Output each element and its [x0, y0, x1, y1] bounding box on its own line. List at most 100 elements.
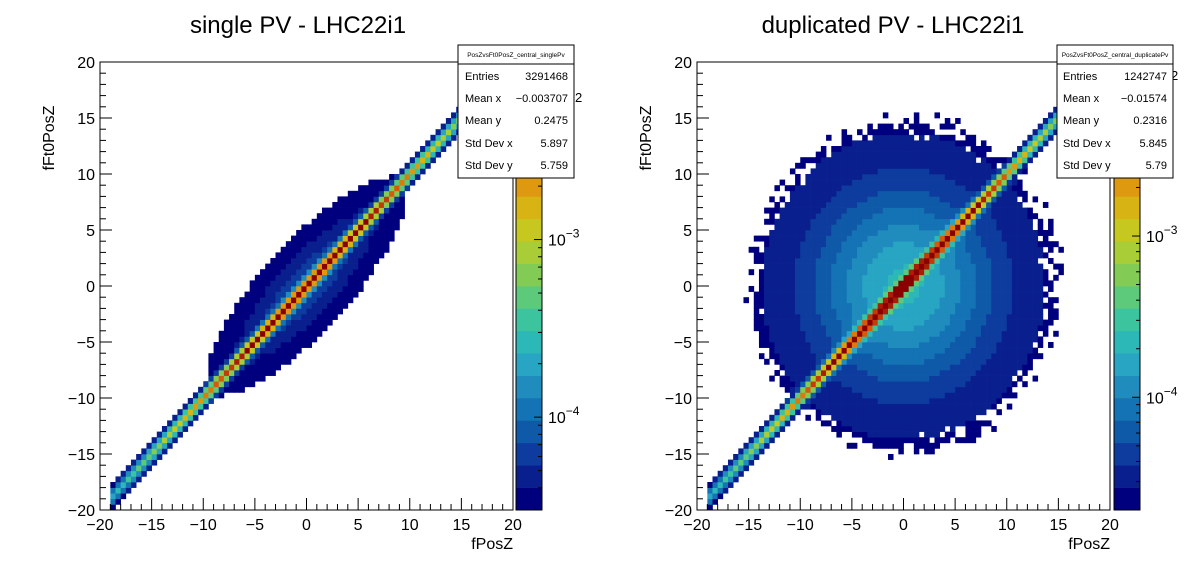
colorbar-bin [516, 286, 542, 309]
heatmap-cell [975, 364, 982, 371]
x-tick-label: −15 [138, 517, 165, 534]
heatmap-cell [130, 482, 137, 488]
heatmap-cell [862, 308, 868, 315]
heatmap-cell [368, 213, 374, 220]
heatmap-cell [172, 431, 178, 438]
heatmap-cell [970, 146, 977, 152]
heatmap-cell [851, 370, 858, 376]
heatmap-cell [321, 286, 328, 292]
colorbar-bin [516, 375, 542, 399]
heatmap-cell [857, 168, 863, 175]
heatmap-cell [970, 291, 977, 298]
heatmap-cell [857, 241, 863, 248]
heatmap-cell [1027, 280, 1033, 287]
heatmap-cell [851, 414, 858, 421]
heatmap-cell [203, 392, 209, 399]
heatmap-cell [285, 286, 292, 292]
heatmap-cell [924, 297, 930, 304]
heatmap-cell [986, 196, 992, 203]
heatmap-cell [862, 269, 868, 276]
heatmap-cell [965, 207, 971, 214]
heatmap-cell [810, 302, 817, 309]
heatmap-cell [1032, 286, 1039, 292]
heatmap-cell [970, 230, 977, 236]
heatmap-cell [965, 353, 971, 360]
heatmap-cell [841, 134, 848, 141]
heatmap-cell [836, 375, 842, 382]
heatmap-cell [769, 347, 775, 354]
heatmap-cell [430, 151, 436, 158]
heatmap-cell [311, 274, 318, 281]
heatmap-cell [337, 207, 343, 214]
heatmap-cell [908, 157, 915, 164]
heatmap-cell [908, 168, 915, 175]
heatmap-cell [913, 381, 920, 388]
heatmap-cell [888, 230, 894, 236]
heatmap-cell [898, 246, 904, 253]
heatmap-cell [882, 140, 889, 147]
heatmap-cell [399, 168, 405, 175]
heatmap-cell [955, 185, 961, 192]
heatmap-cell [316, 308, 323, 315]
heatmap-cell [857, 409, 863, 416]
heatmap-cell [918, 297, 925, 304]
heatmap-cell [944, 420, 951, 427]
heatmap-cell [352, 263, 359, 270]
heatmap-cell [955, 218, 961, 225]
heatmap-cell [249, 280, 256, 287]
heatmap-cell [939, 207, 946, 214]
heatmap-cell [327, 213, 333, 220]
heatmap-cell [795, 162, 801, 169]
heatmap-cell [980, 196, 987, 203]
heatmap-cell [1006, 196, 1013, 203]
colorbar-bin [516, 330, 542, 354]
heatmap-cell [805, 314, 811, 320]
heatmap-cell [810, 336, 817, 343]
heatmap-cell [986, 297, 992, 304]
heatmap-cell [903, 162, 910, 169]
heatmap-cell [1017, 347, 1023, 354]
heatmap-cell [815, 280, 822, 287]
heatmap-cell [867, 286, 873, 292]
heatmap-cell [831, 302, 837, 309]
stats-box-frame [1056, 44, 1174, 179]
heatmap-cell [913, 246, 920, 253]
heatmap-cell [908, 342, 915, 348]
heatmap-cell [882, 414, 889, 421]
stats-histogram-name: PosZvsFt0PosZ_central_singlePv [467, 52, 565, 59]
heatmap-cell [1006, 370, 1013, 376]
heatmap-cell [394, 174, 400, 180]
heatmap-cell [965, 280, 971, 287]
heatmap-cell [275, 308, 282, 315]
heatmap-cell [115, 487, 121, 494]
heatmap-cell [924, 381, 930, 388]
heatmap-cell [815, 386, 822, 393]
heatmap-cell [986, 213, 992, 220]
heatmap-cell [368, 269, 374, 276]
heatmap-cell [836, 263, 842, 270]
heatmap-cell [934, 202, 940, 208]
heatmap-cell [805, 174, 811, 180]
heatmap-cell [1053, 314, 1059, 320]
heatmap-cell [733, 476, 739, 483]
heatmap-cell [857, 263, 863, 270]
heatmap-cell [944, 370, 951, 376]
heatmap-cell [795, 342, 801, 348]
heatmap-cell [223, 347, 230, 354]
heatmap-cell [1017, 263, 1023, 270]
heatmap-cell [929, 386, 935, 393]
heatmap-cell [1027, 347, 1033, 354]
heatmap-cell [877, 314, 884, 320]
heatmap-cell [192, 392, 199, 399]
heatmap-cell [774, 370, 780, 376]
heatmap-cell [934, 207, 940, 214]
heatmap-cell [877, 202, 884, 208]
heatmap-cell [347, 224, 354, 231]
heatmap-cell [805, 358, 811, 365]
heatmap-cell [934, 431, 940, 438]
heatmap-cell [908, 151, 915, 158]
heatmap-cell [980, 358, 987, 365]
heatmap-cell [944, 336, 951, 343]
heatmap-cell [949, 230, 956, 236]
heatmap-cell [888, 454, 894, 460]
